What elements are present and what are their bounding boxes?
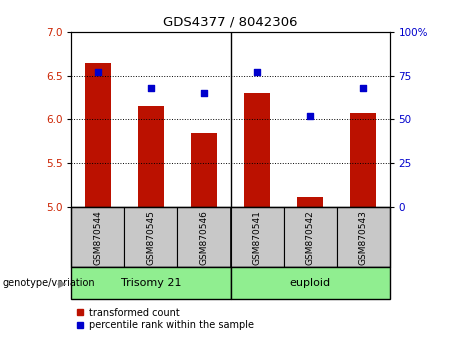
- Text: genotype/variation: genotype/variation: [2, 278, 95, 288]
- Point: [200, 90, 207, 96]
- Text: GSM870546: GSM870546: [200, 210, 208, 265]
- Bar: [297, 196, 323, 207]
- Point: [306, 113, 313, 119]
- Text: euploid: euploid: [290, 278, 331, 288]
- Text: GSM870543: GSM870543: [359, 210, 367, 265]
- Text: GSM870541: GSM870541: [253, 210, 261, 265]
- Bar: [230, 207, 284, 267]
- Point: [359, 85, 366, 91]
- Text: ▶: ▶: [59, 278, 67, 288]
- Legend: transformed count, percentile rank within the sample: transformed count, percentile rank withi…: [77, 308, 254, 330]
- Bar: [71, 267, 230, 299]
- Bar: [85, 63, 111, 207]
- Bar: [71, 207, 124, 267]
- Bar: [244, 93, 270, 207]
- Bar: [284, 207, 337, 267]
- Point: [148, 85, 155, 91]
- Text: GSM870544: GSM870544: [94, 210, 102, 264]
- Bar: [177, 207, 230, 267]
- Bar: [138, 106, 164, 207]
- Text: GDS4377 / 8042306: GDS4377 / 8042306: [163, 16, 298, 29]
- Bar: [350, 113, 376, 207]
- Bar: [191, 133, 217, 207]
- Text: Trisomy 21: Trisomy 21: [121, 278, 181, 288]
- Bar: [124, 207, 177, 267]
- Bar: [230, 267, 390, 299]
- Point: [254, 69, 261, 75]
- Bar: [337, 207, 390, 267]
- Point: [94, 69, 101, 75]
- Text: GSM870545: GSM870545: [147, 210, 155, 265]
- Text: GSM870542: GSM870542: [306, 210, 314, 264]
